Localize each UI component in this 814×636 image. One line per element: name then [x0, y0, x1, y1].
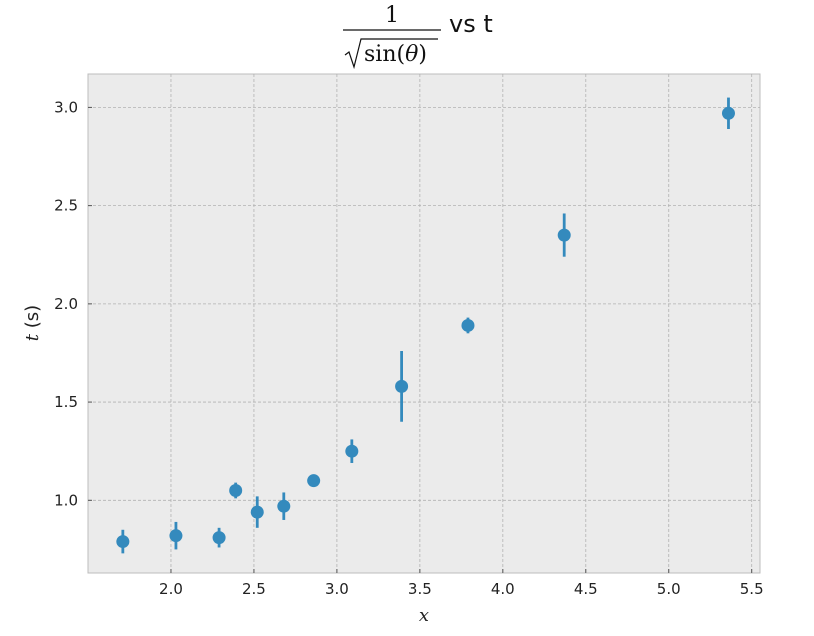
chart-title-denominator: sin(θ) — [364, 42, 427, 67]
y-tick-label: 2.5 — [54, 197, 78, 215]
data-point — [169, 529, 183, 543]
data-point — [307, 474, 321, 488]
y-axis-label: t (s) — [22, 305, 43, 341]
x-tick-label: 4.5 — [574, 580, 598, 598]
y-tick-label: 1.5 — [54, 393, 78, 411]
chart-title-suffix: vs t — [449, 10, 493, 38]
data-point — [395, 379, 409, 393]
data-point — [345, 444, 359, 458]
y-tick-label: 1.0 — [54, 491, 78, 509]
y-tick-label: 3.0 — [54, 98, 78, 116]
chart-title-den-close: ) — [418, 42, 427, 67]
chart-title-sqrt-sign — [344, 38, 438, 70]
x-tick-label: 3.5 — [408, 580, 432, 598]
chart-title: 1 sin(θ) vs t — [343, 3, 493, 70]
data-point — [461, 318, 475, 332]
x-tick-label: 5.0 — [657, 580, 681, 598]
data-point — [212, 531, 226, 545]
x-tick-label: 2.5 — [242, 580, 266, 598]
data-points — [116, 106, 735, 549]
data-point — [721, 106, 735, 120]
chart-title-den-var: θ — [405, 42, 418, 67]
data-point — [229, 483, 243, 497]
x-axis-ticks: 2.0 2.5 3.0 3.5 4.0 4.5 5.0 5.5 — [159, 569, 764, 598]
plot-area — [87, 73, 761, 574]
grid — [88, 74, 760, 573]
y-axis-label-unit: (s) — [22, 305, 43, 334]
chart-title-numerator: 1 — [385, 3, 399, 28]
x-tick-label: 3.0 — [325, 580, 349, 598]
x-tick-label: 4.0 — [491, 580, 515, 598]
chart-title-den-fn: sin( — [364, 42, 405, 67]
x-tick-label: 5.5 — [740, 580, 764, 598]
x-axis-label: x — [419, 605, 429, 626]
x-tick-label: 2.0 — [159, 580, 183, 598]
data-point — [250, 505, 264, 519]
y-tick-label: 2.0 — [54, 295, 78, 313]
data-point — [557, 228, 571, 242]
data-point — [116, 535, 130, 549]
y-axis-label-var: t — [22, 333, 43, 341]
data-point — [277, 499, 291, 513]
y-axis-ticks: 1.0 1.5 2.0 2.5 3.0 — [54, 98, 92, 509]
